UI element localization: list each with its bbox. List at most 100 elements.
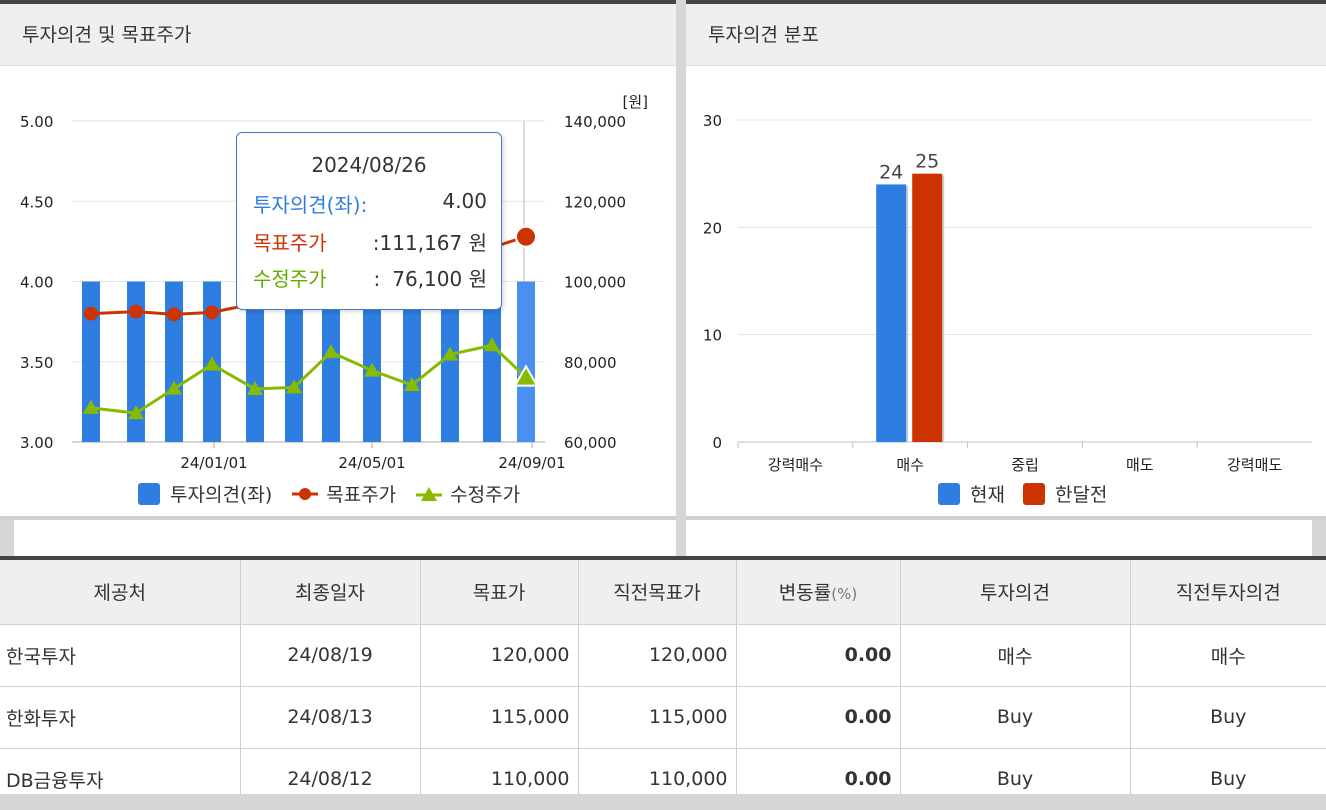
legend-label: 현재 — [970, 484, 1005, 506]
opinion-bar — [127, 281, 145, 442]
tooltip-value: :76,100 원 — [373, 267, 488, 291]
adjusted-price-line — [90, 343, 528, 415]
adjusted-price-point — [247, 381, 263, 396]
cell-provider: 한국투자 — [0, 624, 241, 687]
unit-label: [원] — [622, 93, 648, 111]
cell-opinion: 매수 — [900, 624, 1131, 687]
col-header-prev-target-price[interactable]: 직전목표가 — [578, 560, 737, 625]
x-tick-label: 24/09/01 — [498, 454, 565, 472]
legend-line-triangle-icon — [416, 486, 443, 501]
y-tick-label: 20 — [703, 219, 722, 237]
target-price-point — [84, 306, 98, 321]
target-price-point — [515, 225, 537, 248]
header-unit: (%) — [831, 585, 858, 604]
tooltip-label: 목표주가 — [253, 231, 327, 255]
adjusted-price-point — [323, 344, 339, 359]
adjusted-price-point — [128, 405, 144, 420]
adjusted-price-point — [83, 399, 99, 414]
legend-square-icon — [1022, 482, 1045, 505]
cell-prev-opinion: Buy — [1130, 686, 1326, 749]
col-header-provider[interactable]: 제공처 — [0, 560, 241, 625]
col-header-opinion[interactable]: 투자의견 — [900, 560, 1131, 625]
panel-title: 투자의견 분포 — [686, 4, 1326, 66]
opinion-bar — [363, 281, 381, 442]
analyst-opinion-table: 제공처 최종일자 목표가 직전목표가 변동률(%) 투자의견 직전투자의견 한국… — [0, 556, 1326, 810]
month-ago-bar — [912, 173, 943, 442]
y-left-tick-label: 4.00 — [20, 274, 53, 292]
cell-opinion: Buy — [900, 686, 1131, 749]
tooltip-date: 2024/08/26 — [311, 153, 427, 177]
opinion-distribution-panel: 투자의견 분포 30 20 10 0 강력매수 매수 중립 매도 강력매도 24 25 현재 한달전 — [686, 0, 1326, 520]
opinion-bar — [483, 281, 501, 442]
legend-item-month-ago[interactable]: 한달전 — [1022, 480, 1108, 507]
cell-prev-opinion: 매수 — [1130, 624, 1326, 687]
opinion-bar — [403, 281, 421, 442]
y-right-tick-label: 140,000 — [564, 113, 626, 131]
tooltip-value: :111,167 원 — [372, 231, 487, 255]
legend-item-target[interactable]: 목표주가 — [290, 480, 396, 507]
adjusted-price-point — [364, 362, 380, 377]
cell-change-rate: 0.00 — [736, 624, 901, 687]
col-header-change-rate[interactable]: 변동률(%) — [736, 560, 901, 625]
target-price-point — [167, 307, 181, 322]
y-left-tick-label: 5.00 — [20, 113, 53, 131]
bar-value-label: 25 — [915, 151, 939, 173]
opinion-target-price-panel: 투자의견 및 목표주가 5.00 140,000 4.50 120,000 4.00 10… — [0, 0, 676, 520]
y-tick-label: 10 — [703, 327, 722, 345]
table-row[interactable]: 한화투자 24/08/13 115,000 115,000 0.00 Buy Buy — [0, 686, 1326, 749]
x-tick-label: 24/01/01 — [180, 454, 247, 472]
legend-line-circle-icon — [292, 487, 319, 500]
tooltip-label: 투자의견(좌): — [253, 193, 368, 217]
x-category-label: 매수 — [896, 456, 924, 474]
col-header-last-date[interactable]: 최종일자 — [240, 560, 421, 625]
target-price-point — [205, 305, 219, 320]
cell-target-price: 120,000 — [420, 624, 579, 687]
y-right-tick-label: 100,000 — [564, 274, 626, 292]
opinion-bar — [322, 281, 340, 442]
bar-value-label: 24 — [879, 161, 903, 183]
y-tick-label: 30 — [703, 112, 722, 130]
tooltip-label: 수정주가 — [253, 267, 327, 291]
panel-divider — [676, 0, 686, 560]
target-price-point — [129, 304, 143, 319]
legend-item-adjusted[interactable]: 수정주가 — [414, 480, 520, 507]
current-bar — [876, 184, 907, 442]
legend-item-current[interactable]: 현재 — [938, 480, 1005, 507]
col-header-prev-opinion[interactable]: 직전투자의견 — [1130, 560, 1326, 625]
panel-bottom-border — [0, 516, 676, 520]
header-label: 변동률 — [778, 582, 832, 605]
table-bottom-border — [0, 794, 1326, 810]
opinion-bar — [441, 281, 459, 442]
legend-square-icon — [938, 482, 960, 505]
y-tick-label: 0 — [712, 434, 722, 452]
legend-item-opinion[interactable]: 투자의견(좌) — [138, 480, 272, 507]
right-chart-legend: 현재 한달전 — [938, 480, 1125, 507]
legend-label: 목표주가 — [326, 484, 397, 506]
adjusted-price-point — [286, 379, 302, 394]
adjusted-price-point — [513, 364, 539, 387]
adjusted-price-point — [442, 346, 458, 361]
opinion-bar — [165, 281, 183, 442]
adjusted-price-point — [484, 337, 500, 352]
panel-title: 투자의견 및 목표주가 — [0, 4, 676, 66]
legend-label: 한달전 — [1054, 484, 1108, 506]
cell-change-rate: 0.00 — [736, 686, 901, 749]
opinion-bar — [82, 281, 100, 442]
y-left-tick-label: 3.00 — [20, 434, 53, 452]
opinion-distribution-chart[interactable]: 30 20 10 0 강력매수 매수 중립 매도 강력매도 24 25 — [686, 66, 1312, 520]
legend-label: 수정주가 — [450, 484, 521, 506]
x-category-label: 매도 — [1126, 456, 1154, 474]
col-header-target-price[interactable]: 목표가 — [420, 560, 579, 625]
y-right-tick-label: 120,000 — [564, 193, 626, 211]
cell-last-date: 24/08/19 — [240, 624, 421, 687]
x-category-label: 강력매수 — [768, 456, 823, 474]
chart-tooltip: 2024/08/26 투자의견(좌): 4.00 목표주가 :111,167 원… — [236, 132, 502, 310]
legend-square-icon — [138, 482, 160, 505]
opinion-bar — [285, 281, 303, 442]
legend-label: 투자의견(좌) — [170, 484, 273, 506]
table-row[interactable]: 한국투자 24/08/19 120,000 120,000 0.00 매수 매수 — [0, 624, 1326, 687]
cell-prev-opinion: Buy — [1210, 768, 1247, 791]
x-category-label: 강력매도 — [1227, 456, 1282, 474]
x-category-label: 중립 — [1011, 456, 1039, 474]
table-header-row: 제공처 최종일자 목표가 직전목표가 변동률(%) 투자의견 직전투자의견 — [0, 560, 1326, 625]
